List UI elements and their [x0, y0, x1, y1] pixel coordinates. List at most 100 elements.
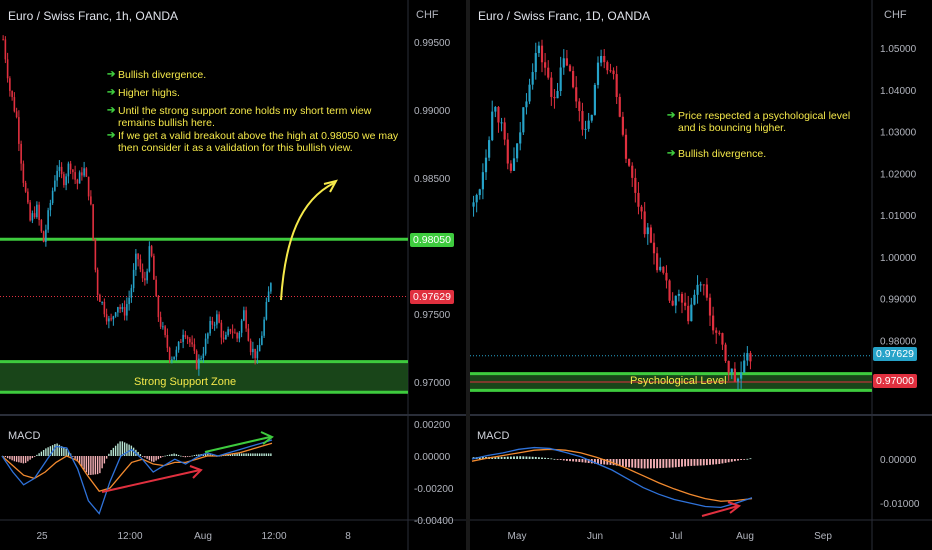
- panel-divider[interactable]: [466, 0, 470, 550]
- candle-body: [550, 77, 553, 97]
- green-arrow-icon: ➔: [667, 148, 676, 159]
- candle-body: [624, 134, 628, 159]
- right-chart-title: Euro / Swiss Franc, 1D, OANDA: [478, 9, 651, 23]
- candle-body: [33, 213, 36, 218]
- left-price-tag-last: 0.97629: [410, 290, 454, 304]
- left-macd-y-tick: 0.00200: [414, 420, 451, 431]
- candle-body: [559, 67, 562, 92]
- candle-body: [207, 333, 209, 339]
- macd-line: [1, 439, 273, 515]
- macd-histogram-bar: [13, 456, 16, 462]
- macd-histogram-bar: [184, 456, 187, 458]
- candle-body: [249, 340, 252, 353]
- candle-body: [177, 341, 180, 350]
- left-chart-canvas[interactable]: 0.99500 0.99000 0.98500 0.97500 0.97000 0.002…: [0, 0, 466, 550]
- candle-body: [537, 45, 540, 54]
- right-x-tick: Sep: [814, 531, 832, 542]
- candle-body: [184, 334, 187, 338]
- macd-histogram-bar: [177, 454, 180, 456]
- macd-histogram-bar: [9, 456, 11, 460]
- candle-body: [36, 204, 38, 218]
- candle-body: [227, 329, 229, 335]
- macd-histogram-bar: [182, 456, 184, 457]
- macd-histogram-bar: [578, 459, 581, 462]
- macd-histogram-bar: [665, 459, 668, 468]
- candle-body: [110, 318, 112, 320]
- macd-histogram-bar: [123, 442, 126, 456]
- macd-histogram-bar: [67, 450, 70, 456]
- candle-body: [528, 84, 531, 102]
- candle-body: [258, 344, 261, 352]
- candle-body: [123, 307, 126, 316]
- macd-histogram-bar: [121, 441, 124, 456]
- candle-body: [4, 39, 7, 60]
- macd-histogram-bar: [175, 454, 178, 456]
- macd-histogram-bar: [240, 453, 243, 456]
- candle-body: [49, 203, 52, 211]
- macd-histogram-bar: [63, 447, 65, 456]
- candle-body: [609, 70, 612, 72]
- macd-histogram-bar: [112, 447, 115, 456]
- candle-body: [195, 350, 198, 369]
- macd-histogram-bar: [562, 459, 565, 461]
- left-x-tick: 8: [345, 531, 351, 542]
- candle-body: [534, 53, 537, 73]
- macd-histogram-bar: [513, 456, 515, 459]
- right-note-2: ➔ Bullish divergence.: [667, 148, 867, 160]
- candle-body: [702, 284, 705, 286]
- candle-body: [615, 74, 618, 97]
- macd-histogram-bar: [24, 456, 27, 463]
- candle-body: [22, 163, 25, 183]
- candle-body: [547, 67, 550, 78]
- macd-histogram-bar: [45, 448, 47, 456]
- candle-body: [525, 101, 528, 108]
- candle-body: [497, 107, 500, 123]
- macd-histogram-bar: [139, 454, 142, 456]
- macd-histogram-bar: [481, 457, 484, 459]
- macd-histogram-bar: [634, 459, 637, 468]
- macd-histogram-bar: [128, 444, 130, 456]
- macd-histogram-bar: [47, 447, 49, 456]
- macd-histogram-bar: [258, 453, 261, 456]
- candle-body: [139, 259, 142, 270]
- macd-histogram-bar: [743, 459, 746, 460]
- candle-body: [646, 227, 649, 235]
- candle-body: [47, 210, 49, 230]
- divergence-line-red: [701, 505, 739, 517]
- candle-body: [83, 168, 85, 176]
- candle-body: [74, 172, 76, 180]
- macd-histogram-bar: [705, 459, 708, 466]
- right-chart-panel[interactable]: 1.05000 1.04000 1.03000 1.02000 1.01000 1.000…: [470, 0, 932, 550]
- macd-histogram-bar: [94, 456, 97, 475]
- candle-body: [256, 351, 259, 359]
- green-arrow-icon: ➔: [667, 110, 676, 121]
- candle-body: [680, 293, 684, 303]
- candle-body: [565, 58, 568, 66]
- candle-body: [166, 335, 169, 348]
- candle-body: [234, 332, 236, 334]
- candle-body: [736, 378, 740, 382]
- macd-histogram-bar: [6, 456, 9, 459]
- candle-body: [24, 182, 27, 192]
- macd-histogram-bar: [261, 453, 263, 456]
- macd-histogram-bar: [191, 455, 193, 457]
- macd-histogram-bar: [20, 456, 22, 463]
- left-chart-panel[interactable]: 0.99500 0.99000 0.98500 0.97500 0.97000 0.002…: [0, 0, 466, 550]
- candle-body: [189, 338, 191, 343]
- candle-body: [699, 284, 702, 286]
- candle-body: [191, 342, 193, 345]
- candle-body: [216, 314, 218, 325]
- left-price-tag-high: 0.98050: [410, 233, 454, 247]
- candle-body: [491, 111, 494, 141]
- macd-histogram-bar: [58, 444, 61, 456]
- candle-body: [671, 300, 674, 306]
- right-chart-canvas[interactable]: 1.05000 1.04000 1.03000 1.02000 1.01000 1.000…: [470, 0, 932, 550]
- candle-body: [621, 116, 624, 135]
- macd-histogram-bar: [155, 456, 157, 461]
- macd-histogram-bar: [247, 453, 250, 456]
- candle-body: [481, 172, 484, 190]
- macd-histogram-bar: [72, 456, 74, 457]
- macd-histogram-bar: [29, 456, 31, 460]
- candle-body: [522, 107, 525, 133]
- right-x-tick: Aug: [736, 531, 754, 542]
